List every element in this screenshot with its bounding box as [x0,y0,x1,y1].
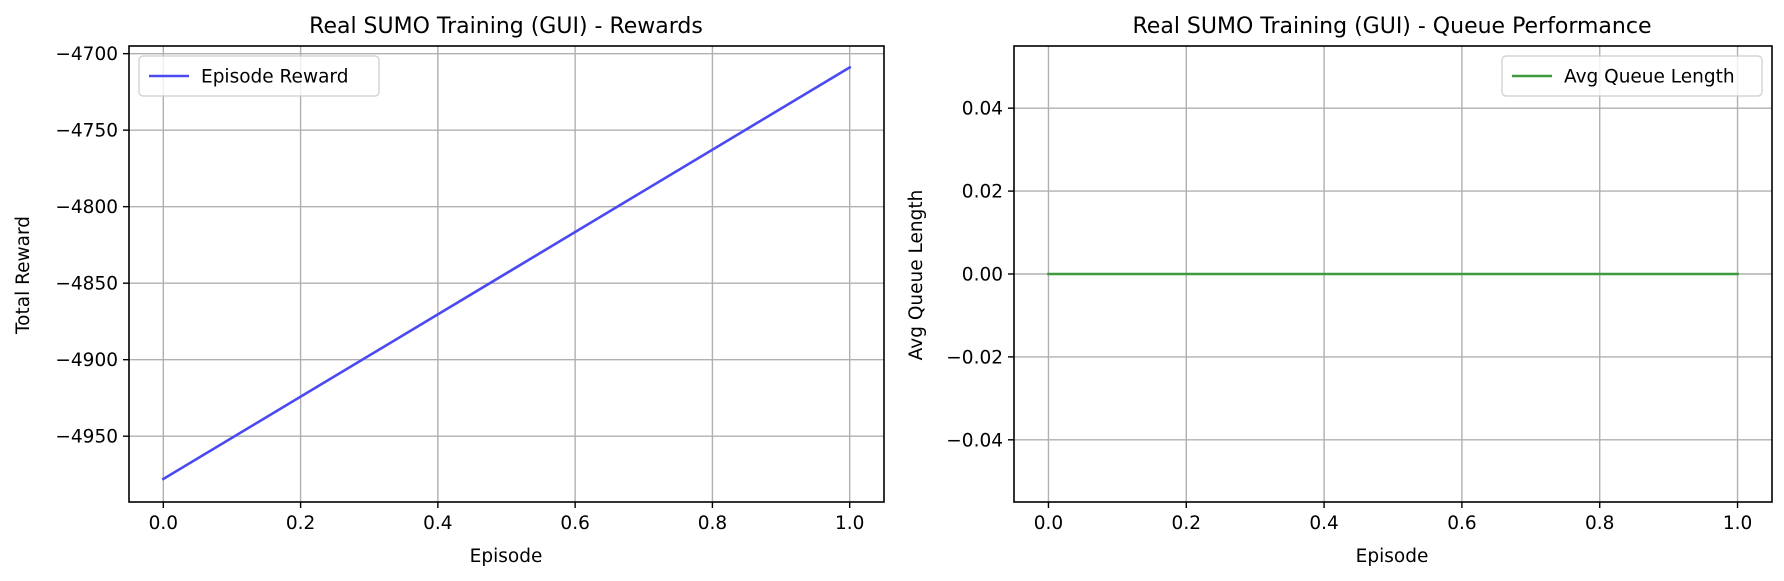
axes-frame [128,45,885,503]
y-tick-label: −4850 [55,274,118,295]
chart-title: Real SUMO Training (GUI) - Queue Perform… [1133,14,1652,39]
x-tick-label: 0.6 [560,513,589,534]
plot-area: 0.0 0.2 0.4 0.6 0.8 1.0 −4950 −4900 −4850 −4800 −4… [55,44,885,534]
y-tick-label: 0.04 [962,99,1003,120]
y-tick-label: −0.04 [946,430,1003,451]
x-tick-label: 0.0 [1034,513,1063,534]
y-tick-label: 0.00 [962,265,1003,286]
x-tick-label: 0.6 [1447,513,1476,534]
y-tick-label: −4800 [55,197,118,218]
legend-label: Episode Reward [201,67,348,88]
x-tick-label: 1.0 [1723,513,1752,534]
legend: Episode Reward [138,55,380,97]
y-tick-label: −4900 [55,350,118,371]
x-tick-label: 0.8 [698,513,727,534]
chart-title: Real SUMO Training (GUI) - Rewards [309,14,703,39]
y-axis-label: Total Reward [13,216,34,335]
legend-box [1501,55,1763,97]
legend: Avg Queue Length [1501,55,1763,97]
y-tick-label: −4750 [55,121,118,142]
legend-label: Avg Queue Length [1564,67,1735,88]
legend-box [138,55,380,97]
x-axis-label: Episode [1356,546,1429,567]
x-tick-label: 0.0 [149,513,178,534]
x-tick-label: 1.0 [835,513,864,534]
x-tick-label: 0.2 [286,513,315,534]
y-tick-label: 0.02 [962,182,1003,203]
x-tick-label: 0.4 [1309,513,1338,534]
y-tick-label: −4700 [55,44,118,65]
x-tick-label: 0.4 [423,513,452,534]
rewards-chart: 0.0 0.2 0.4 0.6 0.8 1.0 −4950 −4900 −4850 −4800 −4… [13,14,885,567]
series-line [161,65,852,481]
x-axis-label: Episode [470,546,543,567]
x-tick-label: 0.8 [1585,513,1614,534]
queue-chart: 0.0 0.2 0.4 0.6 0.8 1.0 −0.04 −0.02 0.00 0.02 0.04… [906,14,1773,567]
x-tick-label: 0.2 [1172,513,1201,534]
y-axis-label: Avg Queue Length [906,190,927,361]
y-tick-label: −0.02 [946,347,1003,368]
y-tick-label: −4950 [55,427,118,448]
plot-area: 0.0 0.2 0.4 0.6 0.8 1.0 −0.04 −0.02 0.00 0.02 0.04… [946,45,1773,534]
